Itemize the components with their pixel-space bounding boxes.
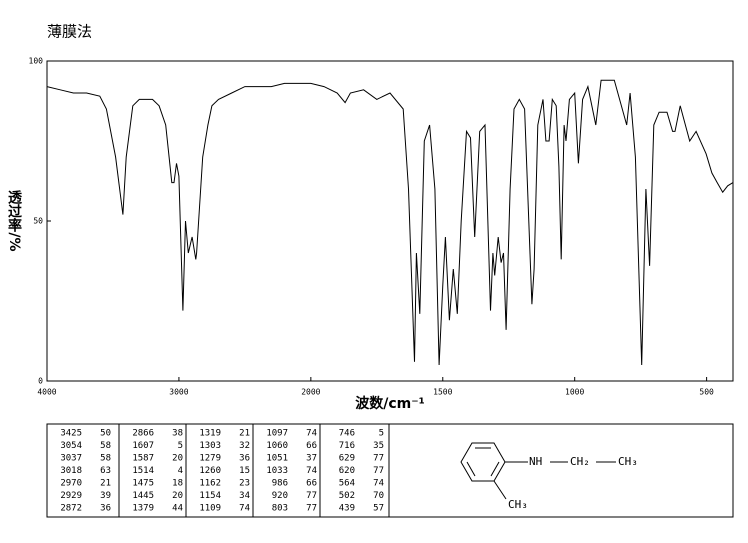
- table-cell: 63: [100, 466, 111, 476]
- table-cell: 716: [339, 441, 355, 451]
- table-cell: 1475: [132, 479, 154, 489]
- table-cell: 1319: [199, 429, 221, 439]
- table-cell: 620: [339, 466, 355, 476]
- table-cell: 4: [178, 466, 183, 476]
- table-cell: 58: [100, 454, 111, 464]
- spectrum-line: [46, 79, 734, 366]
- table-cell: 2929: [60, 491, 82, 501]
- table-cell: 1154: [199, 491, 221, 501]
- table-cell: 36: [100, 504, 111, 514]
- table-cell: 1379: [132, 504, 154, 514]
- table-cell: 66: [306, 479, 317, 489]
- x-tick-label: 500: [699, 388, 714, 397]
- structure-label: NH: [529, 455, 542, 468]
- table-cell: 34: [239, 491, 250, 501]
- table-cell: 77: [373, 454, 384, 464]
- table-cell: 920: [272, 491, 288, 501]
- table-cell: 36: [239, 454, 250, 464]
- table-cell: 77: [306, 504, 317, 514]
- table-cell: 3037: [60, 454, 82, 464]
- table-cell: 1051: [266, 454, 288, 464]
- table-cell: 77: [373, 466, 384, 476]
- table-cell: 986: [272, 479, 288, 489]
- table-cell: 18: [172, 479, 183, 489]
- table-cell: 2970: [60, 479, 82, 489]
- table-cell: 3054: [60, 441, 82, 451]
- table-cell: 3018: [60, 466, 82, 476]
- table-cell: 1514: [132, 466, 154, 476]
- x-tick-label: 1500: [433, 388, 452, 397]
- table-cell: 66: [306, 441, 317, 451]
- table-cell: 20: [172, 491, 183, 501]
- y-tick-label: 0: [38, 377, 43, 386]
- structure-ring: [460, 442, 616, 500]
- table-frame: [46, 423, 734, 518]
- x-tick-label: 3000: [169, 388, 188, 397]
- table-cell: 21: [100, 479, 111, 489]
- table-cell: 1109: [199, 504, 221, 514]
- y-tick-label: 50: [33, 217, 43, 226]
- table-cell: 1097: [266, 429, 288, 439]
- table-cell: 39: [100, 491, 111, 501]
- table-cell: 70: [373, 491, 384, 501]
- table-cell: 35: [373, 441, 384, 451]
- table-cell: 74: [239, 504, 250, 514]
- table-cell: 38: [172, 429, 183, 439]
- y-axis-label: 透过率/%: [6, 190, 22, 251]
- table-cell: 21: [239, 429, 250, 439]
- table-cell: 74: [306, 466, 317, 476]
- structure-label: CH₃: [618, 455, 638, 468]
- table-cell: 1587: [132, 454, 154, 464]
- plot-frame: [46, 60, 734, 382]
- table-cell: 5: [379, 429, 384, 439]
- table-cell: 5: [178, 441, 183, 451]
- table-cell: 15: [239, 466, 250, 476]
- table-cell: 502: [339, 491, 355, 501]
- table-cell: 57: [373, 504, 384, 514]
- table-cell: 23: [239, 479, 250, 489]
- x-tick-label: 4000: [37, 388, 56, 397]
- x-axis-label: 波数/cm⁻¹: [355, 395, 425, 412]
- table-cell: 2866: [132, 429, 154, 439]
- x-tick-label: 1000: [565, 388, 584, 397]
- table-cell: 1445: [132, 491, 154, 501]
- table-cell: 746: [339, 429, 355, 439]
- table-cell: 803: [272, 504, 288, 514]
- table-cell: 1060: [266, 441, 288, 451]
- table-cell: 1033: [266, 466, 288, 476]
- table-cell: 1303: [199, 441, 221, 451]
- table-cell: 50: [100, 429, 111, 439]
- table-cell: 74: [306, 429, 317, 439]
- table-cell: 439: [339, 504, 355, 514]
- structure-label: CH₂: [570, 455, 590, 468]
- table-cell: 1607: [132, 441, 154, 451]
- table-cell: 77: [306, 491, 317, 501]
- table-cell: 20: [172, 454, 183, 464]
- table-cell: 44: [172, 504, 183, 514]
- table-cell: 564: [339, 479, 355, 489]
- table-cell: 629: [339, 454, 355, 464]
- structure-label: CH₃: [508, 498, 528, 511]
- table-cell: 2872: [60, 504, 82, 514]
- table-cell: 1162: [199, 479, 221, 489]
- x-tick-label: 2000: [301, 388, 320, 397]
- table-cell: 58: [100, 441, 111, 451]
- table-cell: 74: [373, 479, 384, 489]
- table-cell: 3425: [60, 429, 82, 439]
- table-cell: 1279: [199, 454, 221, 464]
- table-cell: 1260: [199, 466, 221, 476]
- chart-title: 薄膜法: [47, 23, 92, 41]
- table-cell: 32: [239, 441, 250, 451]
- table-cell: 37: [306, 454, 317, 464]
- y-tick-label: 100: [29, 57, 44, 66]
